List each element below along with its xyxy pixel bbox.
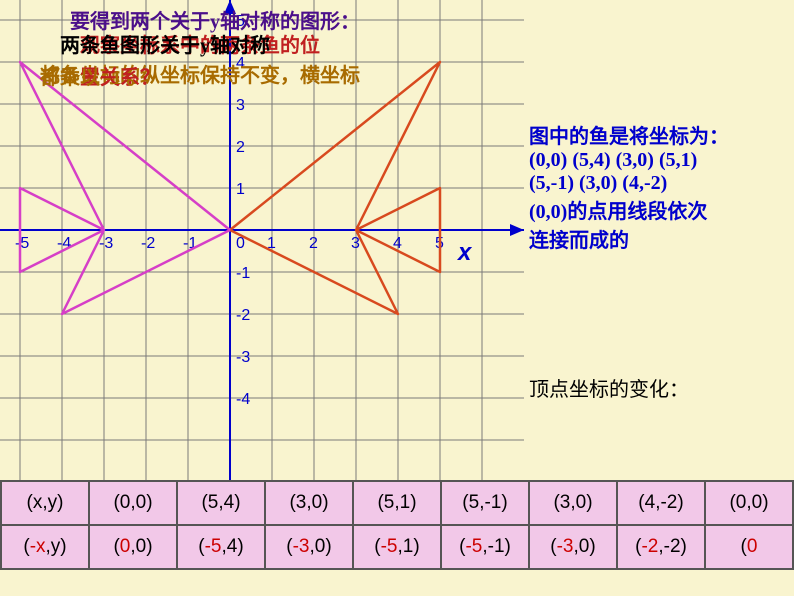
fish-coords-intro2: (0,0) (5,4) (3,0) (5,1) [529,149,784,172]
table-cell: (x,y) [1,481,89,525]
table-row: (x,y)(0,0)(5,4)(3,0)(5,1)(5,-1)(3,0)(4,-… [1,481,793,525]
table-cell: (5,-1) [441,481,529,525]
svg-text:3: 3 [236,97,245,114]
table-cell: (-3,0) [265,525,353,569]
table-cell: (-x,y) [1,525,89,569]
chart-area: -5-4-3-2-112345-4-3-2-1123450x 要得到两个关于y轴… [0,0,524,480]
main-area: -5-4-3-2-112345-4-3-2-1123450x 要得到两个关于y轴… [0,0,794,480]
table-cell: (-2,-2) [617,525,705,569]
table-cell: (0 [705,525,793,569]
fish-coords-intro1: 图中的鱼是将坐标为： [529,120,784,149]
table-cell: (5,4) [177,481,265,525]
table-cell: (3,0) [529,481,617,525]
svg-text:-2: -2 [236,307,250,324]
table-cell: (-5,1) [353,525,441,569]
table-cell: (-5,-1) [441,525,529,569]
fish-coords-intro3: (5,-1) (3,0) (4,-2) [529,172,784,195]
overlay-line1: 要得到两个关于y轴对称的图形： [70,10,490,34]
svg-text:x: x [456,239,473,266]
vertex-change-title: 顶点坐标的变化： [529,373,784,402]
svg-text:-3: -3 [236,349,250,366]
svg-text:2: 2 [309,235,318,252]
overlay-l3b: 都乘以 -1 。 [40,66,147,90]
svg-text:-5: -5 [15,235,29,252]
table-cell: (4,-2) [617,481,705,525]
table-cell: (0,0) [705,481,793,525]
table-cell: (5,1) [353,481,441,525]
table-cell: (-3,0) [529,525,617,569]
table-cell: (0,0) [89,525,177,569]
svg-text:2: 2 [236,139,245,156]
fish-coords-intro4: (0,0)的点用线段依次 [529,195,784,224]
svg-text:1: 1 [236,181,245,198]
table-row: (-x,y)(0,0)(-5,4)(-3,0)(-5,1)(-5,-1)(-3,… [1,525,793,569]
table-cell: (3,0) [265,481,353,525]
svg-text:-1: -1 [236,265,250,282]
overlay-text: 要得到两个关于y轴对称的图形： 观察坐标系中的两条鱼的位 两条鱼图形关于y轴对称… [70,10,490,96]
table-cell: (0,0) [89,481,177,525]
coordinates-table: (x,y)(0,0)(5,4)(3,0)(5,1)(5,-1)(3,0)(4,-… [0,480,794,570]
right-panel: 图中的鱼是将坐标为： (0,0) (5,4) (3,0) (5,1) (5,-1… [524,0,794,480]
svg-text:-4: -4 [236,391,250,408]
svg-text:-2: -2 [141,235,155,252]
table-cell: (-5,4) [177,525,265,569]
fish-coords-intro5: 连接而成的 [529,224,784,253]
overlay-l2c: 两条鱼图形关于y轴对称 [60,34,270,58]
